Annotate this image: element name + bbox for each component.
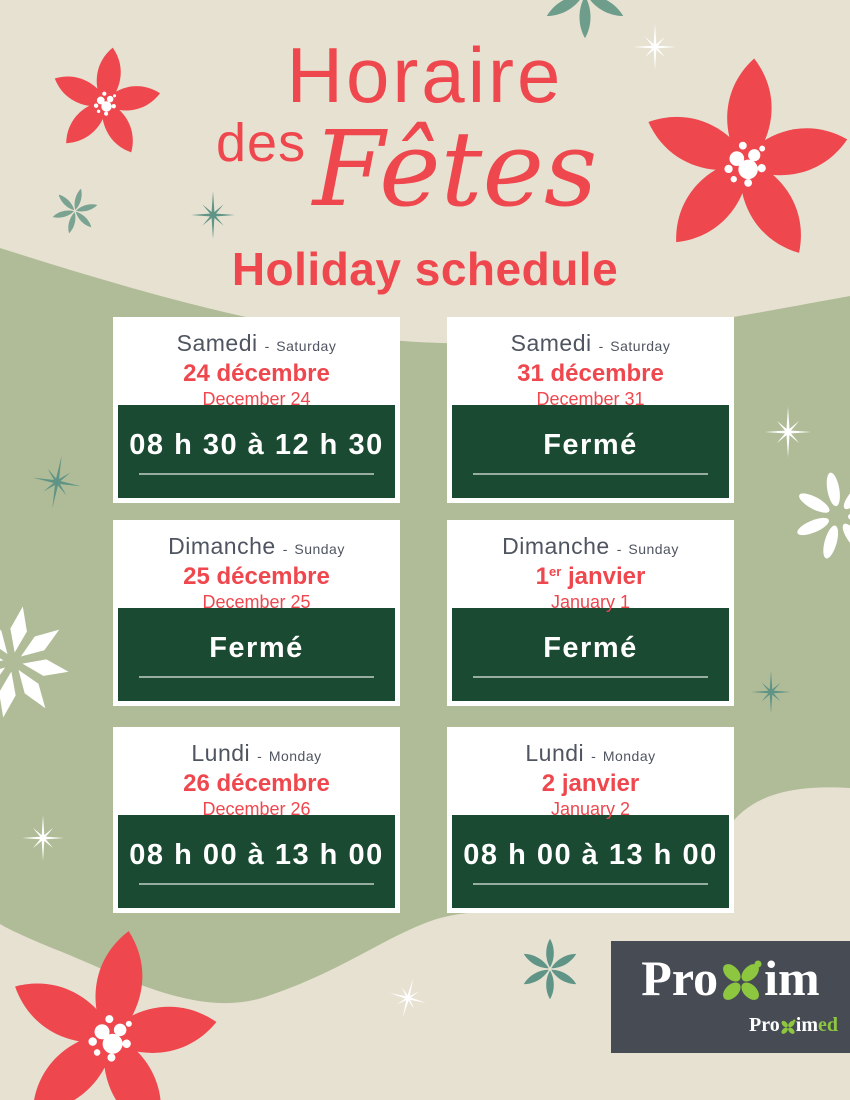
logo-sub-pro: Pro [749, 1014, 780, 1036]
date-en: December 25 [202, 592, 311, 612]
hours-text: Fermé [209, 631, 304, 664]
proximed-wordmark: Pro im ed [749, 1015, 838, 1035]
hours-box: 08 h 00 à 13 h 00 [118, 815, 395, 908]
schedule-card-jan2: Lundi - Monday 2 janvier January 2 08 h … [447, 727, 734, 913]
date-fr-main: 2 janvier [541, 770, 640, 797]
date-fr-main: 24 décembre [183, 360, 330, 387]
date-fr: 31 décembre [447, 360, 734, 388]
day-separator: - [282, 541, 288, 557]
day-name-fr: Dimanche [502, 533, 610, 559]
day-separator: - [257, 748, 262, 764]
schedule-card-dec25: Dimanche - Sunday 25 décembre December 2… [113, 520, 400, 706]
date-fr-rest: janvier [561, 563, 646, 590]
card-header: Samedi - Saturday 24 décembre December 2… [113, 317, 400, 409]
hours-box: 08 h 00 à 13 h 00 [452, 815, 729, 908]
hours-text: 08 h 00 à 13 h 00 [129, 838, 384, 871]
date-fr: 2 janvier [447, 770, 734, 798]
date-en: December 24 [202, 389, 311, 409]
date-en: December 26 [202, 799, 311, 819]
day-name-en: Saturday [610, 338, 671, 354]
schedule-card-dec26: Lundi - Monday 26 décembre December 26 0… [113, 727, 400, 913]
proxim-x-icon [781, 1019, 796, 1034]
logo-text-pro: Pro [641, 950, 719, 1006]
date-fr-main: 1 [535, 563, 549, 590]
hours-underline-decoration [472, 472, 709, 475]
card-header: Dimanche - Sunday 1er janvier January 1 [447, 520, 734, 612]
hours-box: Fermé [118, 608, 395, 701]
logo-sub-im: im [795, 1014, 818, 1036]
day-name-en: Sunday [628, 541, 679, 557]
date-fr-sup: er [549, 564, 562, 579]
date-fr-main: 26 décembre [183, 770, 330, 797]
title-fr-horaire: Horaire [286, 31, 564, 119]
hours-box: 08 h 30 à 12 h 30 [118, 405, 395, 498]
hours-box: Fermé [452, 608, 729, 701]
card-day-line: Samedi - Saturday [113, 330, 400, 357]
date-fr-main: 25 décembre [183, 563, 330, 590]
card-header: Samedi - Saturday 31 décembre December 3… [447, 317, 734, 409]
schedule-card-jan1: Dimanche - Sunday 1er janvier January 1 … [447, 520, 734, 706]
date-fr: 1er janvier [447, 563, 734, 591]
hours-text: 08 h 00 à 13 h 00 [463, 838, 718, 871]
hours-text: 08 h 30 à 12 h 30 [129, 428, 384, 461]
day-name-en: Sunday [294, 541, 345, 557]
hours-underline-decoration [138, 882, 375, 885]
date-en: January 2 [550, 799, 631, 819]
day-separator: - [598, 338, 604, 354]
day-name-fr: Samedi [510, 330, 592, 356]
schedule-card-dec24: Samedi - Saturday 24 décembre December 2… [113, 317, 400, 503]
title-fr-des: des [216, 113, 307, 173]
day-name-fr: Lundi [191, 740, 251, 766]
logo-text-im: im [764, 950, 820, 1006]
hours-underline-decoration [472, 675, 709, 678]
card-day-line: Lundi - Monday [113, 740, 400, 767]
hours-underline-decoration [138, 675, 375, 678]
hours-box: Fermé [452, 405, 729, 498]
card-header: Lundi - Monday 26 décembre December 26 [113, 727, 400, 819]
proxim-logo-wordmark: Pro im [611, 953, 850, 1003]
day-separator: - [591, 748, 596, 764]
hours-underline-decoration [472, 882, 709, 885]
logo-sub-ed: ed [818, 1014, 838, 1036]
date-en: January 1 [550, 592, 631, 612]
card-day-line: Lundi - Monday [447, 740, 734, 767]
date-fr: 24 décembre [113, 360, 400, 388]
day-name-fr: Lundi [525, 740, 585, 766]
date-fr: 26 décembre [113, 770, 400, 798]
day-name-en: Monday [268, 748, 322, 764]
day-name-en: Saturday [276, 338, 337, 354]
card-header: Lundi - Monday 2 janvier January 2 [447, 727, 734, 819]
day-name-fr: Dimanche [168, 533, 276, 559]
hours-underline-decoration [138, 472, 375, 475]
proxim-x-icon [723, 960, 762, 1000]
date-fr: 25 décembre [113, 563, 400, 591]
day-separator: - [264, 338, 270, 354]
card-day-line: Dimanche - Sunday [113, 533, 400, 560]
hours-text: Fermé [543, 631, 638, 664]
card-day-line: Dimanche - Sunday [447, 533, 734, 560]
hours-text: Fermé [543, 428, 638, 461]
schedule-card-dec31: Samedi - Saturday 31 décembre December 3… [447, 317, 734, 503]
date-fr-main: 31 décembre [517, 360, 664, 387]
card-header: Dimanche - Sunday 25 décembre December 2… [113, 520, 400, 612]
day-separator: - [616, 541, 622, 557]
title-en: Holiday schedule [231, 243, 619, 295]
proxim-logo: Pro im Pro [611, 941, 850, 1053]
date-en: December 31 [536, 389, 645, 409]
title-fr-fetes: Fêtes [312, 108, 598, 230]
card-day-line: Samedi - Saturday [447, 330, 734, 357]
day-name-fr: Samedi [176, 330, 258, 356]
day-name-en: Monday [602, 748, 656, 764]
